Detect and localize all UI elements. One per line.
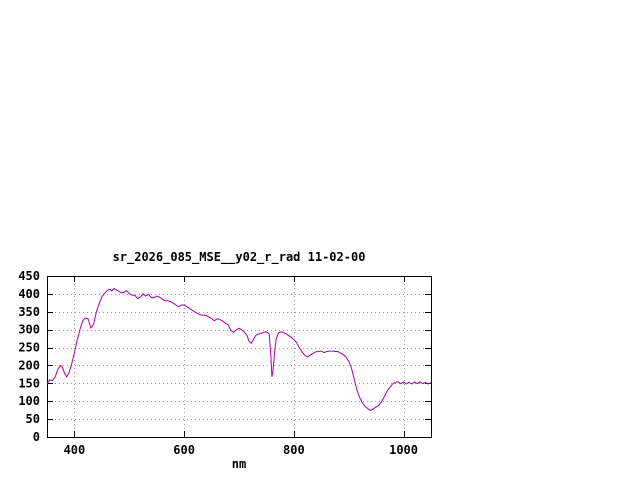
y-tick-label: 0 [33, 430, 40, 444]
y-tick-label: 100 [18, 394, 40, 408]
x-tick-label: 600 [173, 443, 195, 457]
plot-border [47, 276, 432, 438]
x-axis-label: nm [231, 457, 247, 471]
y-tick-label: 150 [18, 376, 40, 390]
y-tick-label: 450 [18, 269, 40, 283]
x-tick-label: 400 [64, 443, 86, 457]
axis-tick-marks [47, 276, 431, 438]
y-tick-label: 250 [18, 341, 40, 355]
x-tick-label: 1000 [389, 443, 418, 457]
series-line [46, 287, 432, 412]
y-tick-label: 300 [18, 323, 40, 337]
chart-title: sr_2026_085_MSE__y02_r_rad 11-02-00 [112, 250, 366, 264]
x-tick-labels: 400 600 800 1000 [64, 443, 418, 457]
grid-lines [47, 276, 431, 438]
y-tick-label: 200 [18, 358, 40, 372]
y-tick-label: 50 [26, 412, 40, 426]
x-tick-label: 800 [283, 443, 305, 457]
y-tick-labels: 0 50 100 150 200 250 300 350 400 450 [18, 269, 40, 444]
y-tick-label: 350 [18, 305, 40, 319]
y-tick-label: 400 [18, 287, 40, 301]
